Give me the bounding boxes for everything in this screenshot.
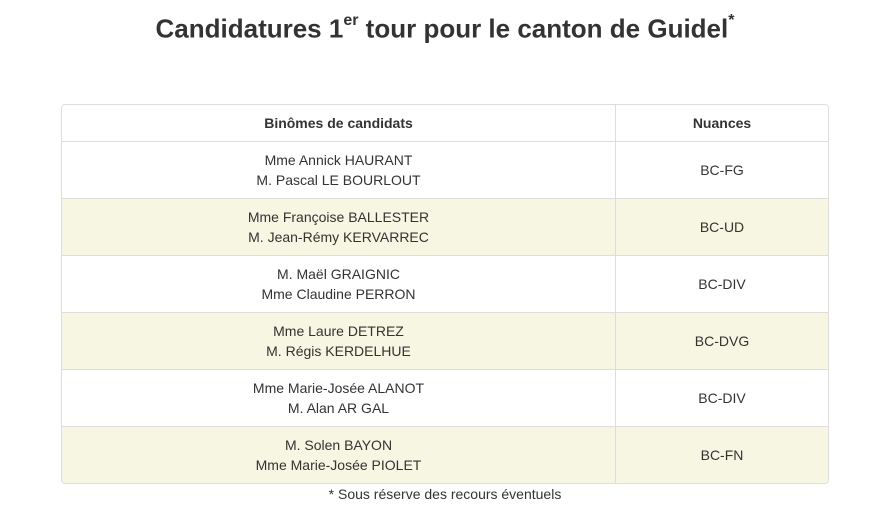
candidate-name: Mme Claudine PERRON (261, 286, 416, 302)
nuance-cell: BC-FG (615, 141, 828, 199)
page-title: Candidatures 1er tour pour le canton de … (0, 8, 886, 45)
candidate-name: M. Pascal LE BOURLOUT (256, 172, 421, 188)
table-header: Binômes de candidats Nuances (62, 105, 828, 142)
candidate-name: Mme Marie-Josée ALANOT (252, 380, 425, 396)
candidates-cell: M. Solen BAYON Mme Marie-Josée PIOLET (62, 426, 616, 483)
candidate-name: Mme Annick HAURANT (264, 152, 413, 168)
candidate-name: Mme Françoise BALLESTER (247, 209, 430, 225)
nuance-cell: BC-DVG (615, 312, 828, 370)
candidate-name: Mme Marie-Josée PIOLET (255, 457, 422, 473)
nuance-cell: BC-DIV (615, 369, 828, 427)
title-prefix: Candidatures 1 (155, 13, 344, 44)
header-row: Binômes de candidats Nuances (62, 105, 828, 142)
candidate-name: M. Jean-Rémy KERVARREC (248, 229, 429, 245)
table-row: Mme Françoise BALLESTER M. Jean-Rémy KER… (62, 198, 828, 256)
candidates-cell: M. Maël GRAIGNIC Mme Claudine PERRON (62, 255, 616, 313)
nuance-cell: BC-UD (615, 198, 828, 256)
nuance-cell: BC-DIV (615, 255, 828, 313)
candidate-name: M. Solen BAYON (284, 437, 393, 453)
header-candidates: Binômes de candidats (62, 105, 616, 142)
header-nuances: Nuances (615, 105, 828, 142)
title-footnote-mark: * (728, 12, 735, 29)
footnote: * Sous réserve des recours éventuels (328, 486, 562, 502)
nuance-cell: BC-FN (615, 426, 828, 483)
candidate-name: M. Alan AR GAL (287, 400, 390, 416)
candidates-cell: Mme Laure DETREZ M. Régis KERDELHUE (62, 312, 616, 370)
candidates-cell: Mme Françoise BALLESTER M. Jean-Rémy KER… (62, 198, 616, 256)
title-suffix: tour pour le canton de Guidel (358, 13, 729, 44)
candidate-name: M. Maël GRAIGNIC (277, 266, 400, 282)
candidates-table: Binômes de candidats Nuances Mme Annick … (62, 105, 828, 483)
candidates-cell: Mme Annick HAURANT M. Pascal LE BOURLOUT (62, 141, 616, 199)
candidate-name: Mme Laure DETREZ (273, 323, 404, 339)
table-row: Mme Laure DETREZ M. Régis KERDELHUE BC-D… (62, 312, 828, 370)
candidate-name: M. Régis KERDELHUE (266, 343, 411, 359)
table-body: Mme Annick HAURANT M. Pascal LE BOURLOUT… (62, 141, 828, 483)
table-row: M. Maël GRAIGNIC Mme Claudine PERRON BC-… (62, 255, 828, 313)
candidates-cell: Mme Marie-Josée ALANOT M. Alan AR GAL (62, 369, 616, 427)
table-row: Mme Annick HAURANT M. Pascal LE BOURLOUT… (62, 141, 828, 199)
title-superscript: er (343, 12, 359, 29)
table-row: Mme Marie-Josée ALANOT M. Alan AR GAL BC… (62, 369, 828, 427)
table-row: M. Solen BAYON Mme Marie-Josée PIOLET BC… (62, 426, 828, 483)
candidates-table-container: Binômes de candidats Nuances Mme Annick … (61, 104, 829, 484)
